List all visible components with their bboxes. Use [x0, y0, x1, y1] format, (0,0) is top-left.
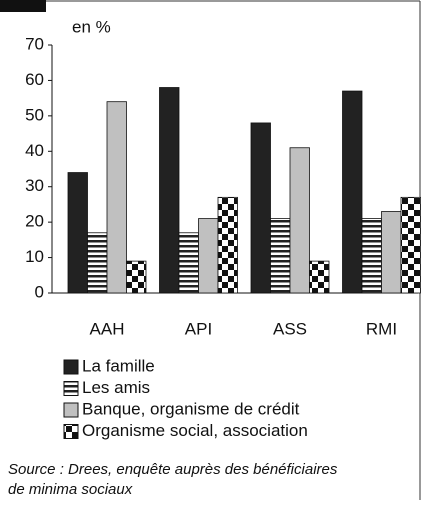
bar	[361, 218, 382, 294]
legend-label: Les amis	[82, 378, 150, 397]
bar	[270, 218, 291, 294]
legend-swatch	[63, 359, 79, 375]
bar	[87, 232, 108, 294]
legend-swatch	[63, 424, 79, 439]
bar	[342, 90, 363, 294]
y-tick-label: 0	[35, 282, 44, 301]
bar	[400, 196, 421, 294]
bar	[159, 87, 180, 294]
y-tick-label: 40	[25, 141, 44, 160]
bar	[106, 101, 127, 294]
bar	[178, 232, 199, 294]
bar	[381, 211, 402, 294]
x-tick-label: API	[185, 319, 212, 338]
x-tick-label: AAH	[90, 319, 125, 338]
legend-label: La famille	[82, 356, 155, 375]
y-tick-label: 70	[25, 34, 44, 53]
bar	[198, 218, 219, 294]
legend-swatch	[63, 402, 79, 418]
y-tick-label: 30	[25, 176, 44, 195]
y-tick-label: 20	[25, 212, 44, 231]
legend-swatch	[63, 381, 79, 396]
bar	[309, 260, 330, 294]
bar	[289, 147, 310, 294]
tab	[0, 0, 46, 12]
x-tick-label: ASS	[273, 319, 307, 338]
legend-label: Organisme social, association	[82, 421, 308, 440]
y-tick-label: 10	[25, 247, 44, 266]
y-tick-label: 60	[25, 70, 44, 89]
y-axis-label: en %	[72, 17, 111, 36]
bar	[250, 122, 271, 294]
source: Source : Drees, enquête auprès des bénéf…	[8, 461, 338, 478]
legend-label: Banque, organisme de crédit	[82, 399, 300, 418]
x-tick-label: RMI	[366, 319, 397, 338]
bar	[126, 260, 147, 294]
bar	[67, 172, 88, 294]
bar	[217, 196, 238, 294]
source: de minima sociaux	[8, 481, 133, 498]
y-tick-label: 50	[25, 105, 44, 124]
